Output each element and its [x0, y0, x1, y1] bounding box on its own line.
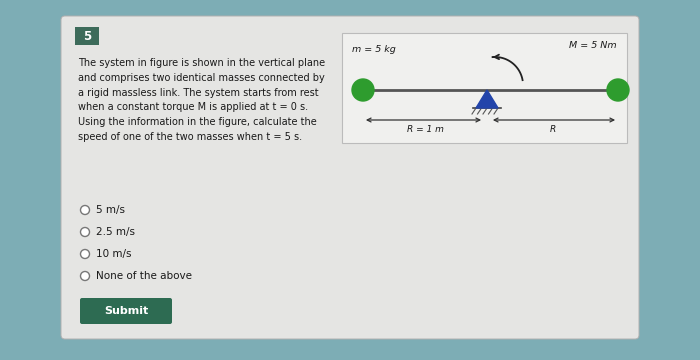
Circle shape	[607, 79, 629, 101]
Text: The system in figure is shown in the vertical plane
and comprises two identical : The system in figure is shown in the ver…	[78, 58, 325, 142]
FancyBboxPatch shape	[80, 298, 172, 324]
Circle shape	[80, 228, 90, 237]
Circle shape	[352, 79, 374, 101]
Circle shape	[80, 271, 90, 280]
Text: 5 m/s: 5 m/s	[96, 205, 125, 215]
Polygon shape	[476, 90, 498, 108]
Text: Submit: Submit	[104, 306, 148, 316]
Text: R: R	[550, 125, 556, 134]
Circle shape	[80, 249, 90, 258]
Text: M = 5 Nm: M = 5 Nm	[569, 41, 617, 50]
Text: m = 5 kg: m = 5 kg	[352, 45, 396, 54]
FancyBboxPatch shape	[61, 16, 639, 339]
Text: R = 1 m: R = 1 m	[407, 125, 443, 134]
Text: None of the above: None of the above	[96, 271, 192, 281]
Text: 10 m/s: 10 m/s	[96, 249, 132, 259]
Text: 5: 5	[83, 30, 91, 42]
FancyBboxPatch shape	[75, 27, 99, 45]
Text: 2.5 m/s: 2.5 m/s	[96, 227, 135, 237]
Circle shape	[80, 206, 90, 215]
FancyBboxPatch shape	[342, 33, 627, 143]
